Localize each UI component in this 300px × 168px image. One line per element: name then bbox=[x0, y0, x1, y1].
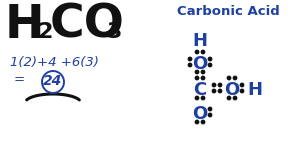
Text: O: O bbox=[224, 81, 240, 99]
Circle shape bbox=[195, 50, 199, 54]
Circle shape bbox=[233, 96, 237, 100]
Circle shape bbox=[227, 96, 231, 100]
Text: 3: 3 bbox=[107, 22, 122, 42]
Circle shape bbox=[195, 76, 199, 80]
Circle shape bbox=[218, 89, 222, 93]
Circle shape bbox=[240, 89, 244, 93]
Circle shape bbox=[208, 107, 212, 111]
Circle shape bbox=[201, 50, 205, 54]
Circle shape bbox=[188, 57, 192, 61]
Circle shape bbox=[212, 83, 216, 87]
Text: O: O bbox=[192, 55, 208, 73]
Text: CO: CO bbox=[50, 3, 125, 48]
Circle shape bbox=[201, 96, 205, 100]
Text: 24: 24 bbox=[44, 74, 63, 88]
Text: 2: 2 bbox=[37, 22, 52, 42]
Circle shape bbox=[212, 89, 216, 93]
Text: H: H bbox=[5, 3, 45, 48]
Circle shape bbox=[195, 96, 199, 100]
Circle shape bbox=[208, 57, 212, 61]
Circle shape bbox=[188, 63, 192, 67]
Text: O: O bbox=[192, 105, 208, 123]
Text: H: H bbox=[193, 32, 208, 50]
Text: 1(2)+4 +6(3): 1(2)+4 +6(3) bbox=[10, 56, 99, 69]
Circle shape bbox=[240, 83, 244, 87]
Text: C: C bbox=[194, 81, 207, 99]
Text: =: = bbox=[14, 73, 25, 86]
Circle shape bbox=[201, 120, 205, 124]
Circle shape bbox=[201, 76, 205, 80]
Circle shape bbox=[218, 83, 222, 87]
Circle shape bbox=[195, 120, 199, 124]
Circle shape bbox=[208, 63, 212, 67]
Text: Carbonic Acid: Carbonic Acid bbox=[177, 5, 279, 18]
Circle shape bbox=[227, 76, 231, 80]
Circle shape bbox=[233, 76, 237, 80]
Text: H: H bbox=[248, 81, 262, 99]
Circle shape bbox=[201, 70, 205, 74]
Circle shape bbox=[195, 70, 199, 74]
Circle shape bbox=[208, 113, 212, 117]
